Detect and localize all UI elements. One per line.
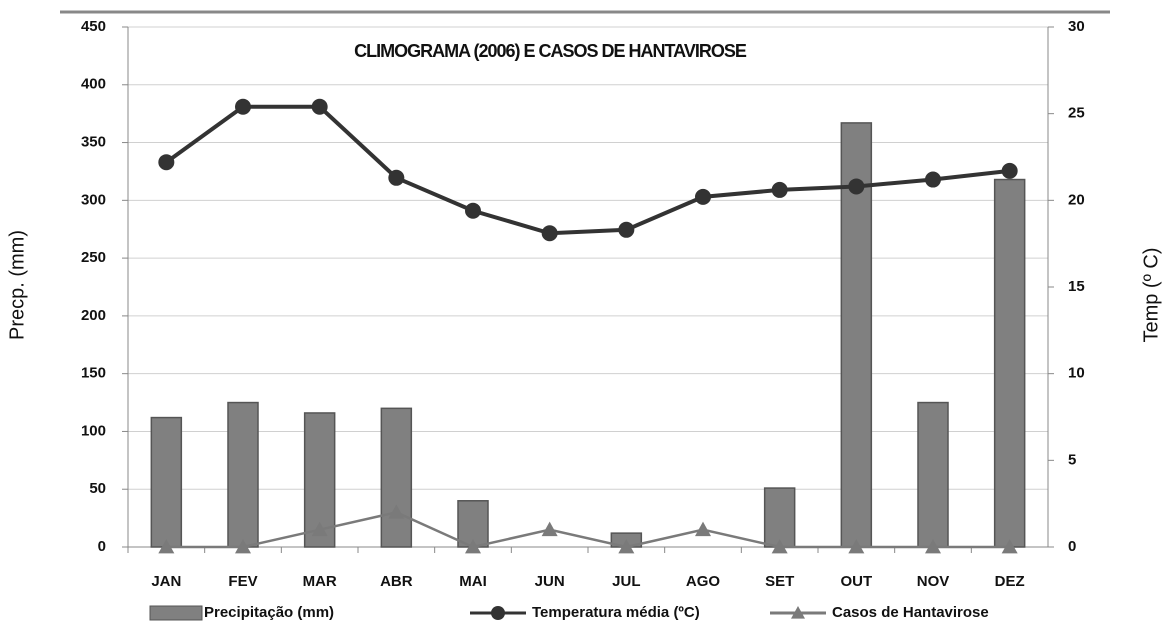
marker <box>465 202 481 219</box>
y-tick-label: 200 <box>81 307 106 324</box>
marker <box>848 178 865 195</box>
marker <box>311 98 328 115</box>
y-tick-label: 50 <box>89 480 106 497</box>
bar <box>763 487 796 548</box>
bar <box>150 416 183 548</box>
marker <box>771 181 788 198</box>
x-tick-label: SET <box>765 573 794 590</box>
marker <box>235 98 251 115</box>
y-tick-label: 0 <box>98 538 106 555</box>
marker <box>618 539 635 554</box>
x-tick-label: ABR <box>380 573 413 590</box>
y-tick-label: 150 <box>81 365 106 382</box>
marker <box>388 504 405 519</box>
legend-swatch <box>791 606 805 619</box>
marker <box>541 521 558 537</box>
marker <box>541 225 558 242</box>
bar <box>917 401 949 548</box>
y2-tick-label: 30 <box>1068 18 1085 35</box>
y2-axis-title: Temp (º C) <box>1140 247 1162 342</box>
marker <box>618 221 635 238</box>
x-tick-label: OUT <box>840 573 872 590</box>
y2-tick-label: 5 <box>1068 451 1076 468</box>
marker <box>925 171 941 188</box>
x-tick-label: MAI <box>459 573 487 590</box>
x-tick-label: MAR <box>303 573 337 590</box>
y-tick-label: 350 <box>81 134 106 151</box>
y-tick-label: 100 <box>81 422 106 439</box>
marker <box>235 539 251 554</box>
y-tick-label: 450 <box>81 18 106 35</box>
y2-tick-label: 20 <box>1068 191 1085 208</box>
line <box>165 104 1010 236</box>
marker <box>158 154 175 171</box>
y-tick-label: 400 <box>81 76 106 93</box>
x-tick-label: DEZ <box>995 573 1025 590</box>
x-tick-label: JUL <box>612 573 640 590</box>
marker <box>771 539 788 554</box>
chart-title: CLIMOGRAMA (2006) E CASOS DE HANTAVIROSE <box>354 41 747 61</box>
x-tick-label: JUN <box>535 573 565 590</box>
legend-swatch <box>491 606 505 620</box>
bar <box>380 407 413 548</box>
marker <box>388 169 405 186</box>
x-tick-label: FEV <box>228 573 257 590</box>
legend-swatch <box>149 605 203 621</box>
marker <box>1001 539 1018 554</box>
y2-tick-label: 15 <box>1068 278 1085 295</box>
x-tick-label: JAN <box>151 573 181 590</box>
y-tick-label: 250 <box>81 249 106 266</box>
legend-label: Precipitação (mm) <box>204 604 334 621</box>
legend-label: Temperatura média (ºC) <box>532 604 700 621</box>
y-axis-title: Precp. (mm) <box>6 230 28 340</box>
marker <box>848 539 865 554</box>
marker <box>925 539 941 554</box>
marker <box>1001 162 1018 179</box>
legend-label: Casos de Hantavirose <box>832 604 989 621</box>
bar <box>993 178 1026 548</box>
marker <box>695 188 711 205</box>
marker <box>158 539 175 554</box>
bar <box>227 401 259 548</box>
x-tick-label: NOV <box>917 573 950 590</box>
marker <box>465 539 481 554</box>
y2-tick-label: 25 <box>1068 105 1085 122</box>
line <box>166 511 1010 549</box>
x-tick-label: AGO <box>686 573 721 590</box>
marker <box>311 521 328 537</box>
y2-tick-label: 10 <box>1068 365 1085 382</box>
y2-tick-label: 0 <box>1068 538 1076 555</box>
marker <box>695 521 711 537</box>
y-tick-label: 300 <box>81 191 106 208</box>
